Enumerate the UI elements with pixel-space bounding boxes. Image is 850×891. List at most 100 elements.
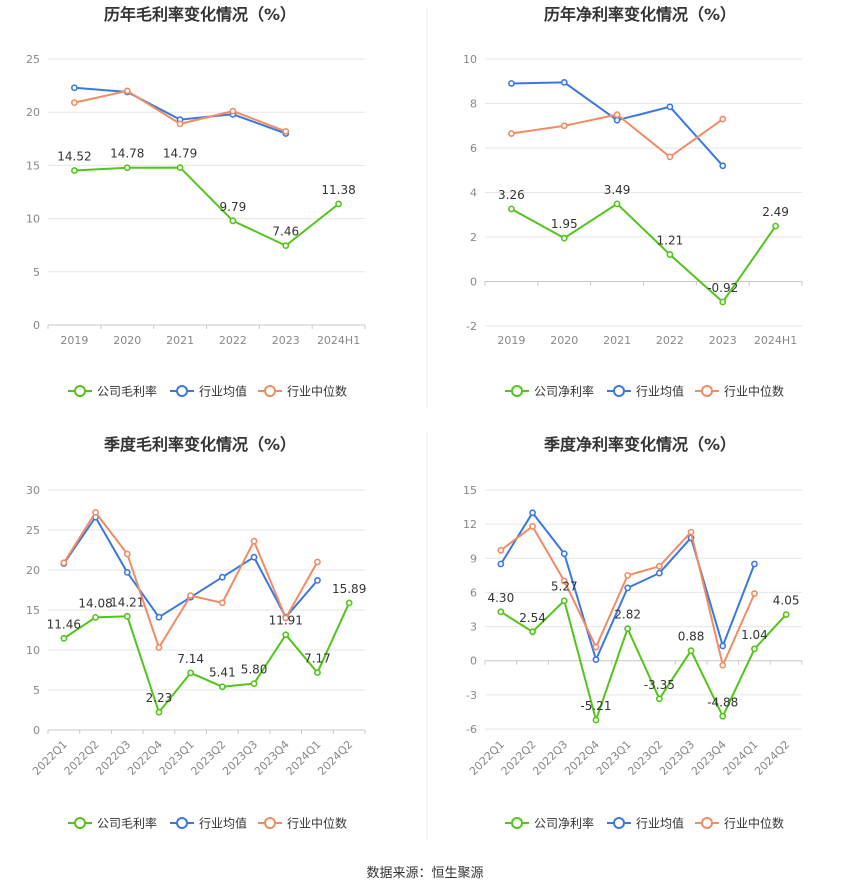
x-tick-label: 2022: [219, 334, 247, 347]
y-tick-label: 15: [463, 484, 477, 497]
x-tick-label: 2020: [113, 334, 141, 347]
data-label: 7.14: [177, 652, 204, 666]
y-tick-label: 0: [470, 655, 477, 668]
legend-label: 公司毛利率: [97, 816, 157, 831]
data-point: [613, 200, 621, 208]
data-point: [60, 559, 68, 567]
x-tick-label: 2020: [550, 334, 578, 347]
data-point: [751, 645, 758, 653]
data-point: [560, 122, 568, 130]
data-label: 2.49: [762, 205, 789, 219]
data-point: [123, 569, 131, 576]
data-label: 1.95: [551, 217, 578, 231]
legend-label: 公司净利率: [534, 384, 594, 399]
data-point: [560, 597, 568, 605]
data-point: [71, 84, 78, 92]
data-label: 5.41: [209, 666, 236, 680]
y-tick-label: 30: [26, 484, 40, 497]
legend-label: 行业均值: [636, 816, 684, 831]
data-point: [772, 222, 779, 230]
data-point: [687, 647, 695, 655]
data-point: [719, 712, 727, 720]
y-tick-label: 25: [26, 524, 40, 537]
data-point: [345, 599, 353, 607]
series-line-1: [500, 598, 787, 724]
y-tick-label: 9: [470, 552, 477, 565]
data-label: 2.82: [614, 608, 641, 622]
data-label: -5.21: [580, 699, 611, 713]
y-tick-label: 25: [26, 53, 40, 66]
data-point: [60, 634, 68, 642]
y-tick-label: -3: [466, 689, 477, 702]
data-source-note: 数据来源：恒生聚源: [366, 866, 484, 881]
legend-label: 行业中位数: [287, 384, 347, 399]
data-point: [218, 683, 226, 691]
data-point: [314, 669, 321, 677]
y-tick-label: 20: [26, 106, 40, 119]
legend-label: 行业中位数: [287, 816, 347, 831]
series-line-2: [511, 81, 724, 167]
x-tick-label: 2024H1: [317, 334, 360, 347]
chart-panel-1: 历年毛利率变化情况（%） 0 5 10 15 20 25 2019 2020 2021 2022 20…: [26, 5, 366, 399]
data-label: -3.35: [644, 678, 675, 692]
data-label: 1.21: [657, 234, 684, 248]
data-point: [687, 528, 695, 536]
x-tick-label: 2024H1: [754, 334, 797, 347]
data-point: [655, 695, 663, 703]
legend-label: 行业中位数: [724, 816, 784, 831]
legend-label: 公司毛利率: [97, 384, 157, 399]
data-point: [624, 584, 632, 592]
chart-panel-2: 历年净利率变化情况（%） -2 0 2 4 6 8 10 2019 2020 2021 2022 202…: [463, 5, 803, 399]
data-point: [314, 558, 321, 566]
data-point: [123, 612, 131, 620]
data-point: [250, 537, 258, 545]
legend-marker: [74, 385, 86, 397]
x-tick-label: 2022: [656, 334, 684, 347]
data-point: [751, 590, 758, 597]
x-tick-label: 2021: [166, 334, 194, 347]
data-point: [655, 562, 663, 570]
legend-marker: [701, 817, 713, 829]
data-point: [176, 120, 184, 128]
data-point: [592, 656, 600, 663]
data-point: [229, 217, 237, 225]
x-tick-label: 2021: [603, 334, 631, 347]
data-point: [92, 613, 99, 621]
data-point: [123, 164, 131, 172]
legend-marker: [176, 385, 188, 397]
data-point: [250, 553, 258, 561]
y-tick-label: 6: [470, 586, 477, 599]
data-label: 4.30: [487, 591, 514, 605]
data-label: 0.88: [678, 630, 705, 644]
data-point: [529, 509, 536, 517]
data-point: [560, 234, 568, 242]
data-point: [624, 625, 632, 633]
x-tick-label: 2019: [60, 334, 88, 347]
series-line-1: [63, 602, 351, 715]
data-point: [560, 78, 568, 86]
data-point: [719, 298, 727, 306]
chart-title: 历年净利率变化情况（%）: [544, 5, 736, 24]
legend-label: 行业均值: [636, 384, 684, 399]
data-label: 7.17: [304, 652, 331, 666]
data-point: [719, 162, 727, 170]
legend-marker: [74, 817, 86, 829]
chart-panel-4: 季度净利率变化情况（%）-6-3036912152022Q12022Q22022…: [463, 435, 803, 831]
y-tick-label: 10: [26, 644, 40, 657]
legend-marker: [264, 817, 276, 829]
data-label: 5.27: [551, 580, 578, 594]
data-point: [218, 599, 226, 607]
data-label: 2.54: [519, 611, 546, 625]
legend-label: 行业中位数: [724, 384, 784, 399]
legend-marker: [176, 817, 188, 829]
y-tick-label: 10: [26, 213, 40, 226]
y-tick-label: 3: [470, 621, 477, 634]
legend-marker: [701, 385, 713, 397]
data-label: 14.79: [163, 147, 197, 161]
data-label: 15.89: [332, 582, 366, 596]
data-point: [123, 550, 131, 558]
data-point: [782, 611, 790, 619]
y-tick-label: 6: [470, 142, 477, 155]
legend-marker: [511, 385, 523, 397]
data-label: -0.92: [707, 281, 738, 295]
